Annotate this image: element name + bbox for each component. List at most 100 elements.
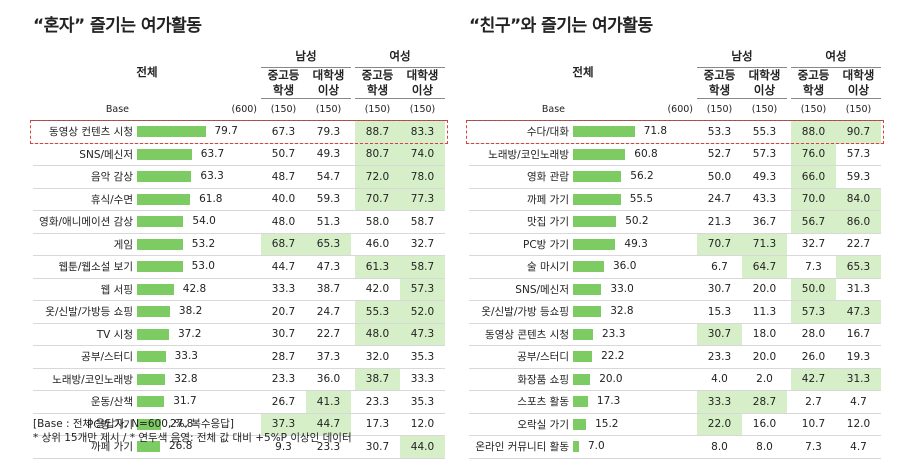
value-cell: 58.0: [355, 210, 400, 234]
total-value-label: 22.2: [601, 350, 625, 362]
total-bar: [573, 126, 635, 137]
total-bar: [137, 373, 166, 385]
total-bar: [137, 193, 191, 205]
table-row: 동영상 컨텐츠 시청 79.7 67.3 79.3 88.7 83.3: [33, 120, 445, 144]
value-cell: 17.3: [355, 413, 400, 436]
base-sub: (150): [836, 98, 881, 121]
value-cell: 55.3: [742, 120, 787, 144]
total-value-label: 38.2: [178, 305, 203, 317]
value-cell: 50.0: [791, 278, 836, 301]
total-value-label: 33.3: [174, 350, 198, 362]
value-cell: 6.7: [697, 255, 742, 279]
row-label: PC방 가기: [33, 413, 137, 436]
value-cell: 23.3: [261, 368, 306, 391]
total-value-label: 42.8: [182, 282, 207, 295]
table-row: PC방 가기 49.3 70.7 71.3 32.7 22.7: [469, 233, 881, 256]
column-gap: [787, 390, 791, 414]
value-cell: 55.3: [355, 300, 400, 324]
row-label: 맛집 가기: [469, 210, 573, 234]
table-row: 웹툰/웹소설 보기 53.0 44.7 47.3 61.3 58.7: [33, 255, 445, 279]
table-row: 옷/신발/가방 등쇼핑 32.8 15.3 11.3 57.3 47.3: [469, 300, 881, 324]
value-cell: 52.7: [697, 143, 742, 166]
value-cell: 50.0: [697, 165, 742, 189]
column-gap: [351, 323, 355, 346]
table-row: PC방 가기 27.8 37.3 44.7 17.3 12.0: [33, 413, 445, 436]
total-bar: [573, 351, 593, 362]
column-gap: [351, 390, 355, 414]
value-cell: 32.0: [355, 345, 400, 369]
total-value-label: 71.8: [643, 125, 668, 137]
row-label: SNS/메신저: [469, 278, 573, 301]
column-gap: [787, 368, 791, 391]
total-bar-cell: 42.8: [137, 278, 261, 301]
total-bar-cell: 33.3: [137, 345, 261, 369]
value-cell: 30.7: [261, 323, 306, 346]
row-label: 노래방/코인노래방: [469, 143, 573, 166]
table-row: 휴식/수면 61.8 40.0 59.3 70.7 77.3: [33, 188, 445, 211]
value-cell: 22.7: [836, 233, 881, 256]
row-label: 영화 관람: [469, 165, 573, 189]
value-cell: 48.0: [261, 210, 306, 234]
value-cell: 77.3: [400, 188, 445, 211]
value-cell: 28.7: [261, 345, 306, 369]
total-value-label: 32.8: [174, 372, 198, 385]
value-cell: 44.7: [306, 413, 351, 436]
total-bar: [137, 171, 192, 182]
value-cell: 30.7: [697, 323, 742, 346]
value-cell: 52.0: [400, 300, 445, 324]
table-row: 공부/스터디 33.3 28.7 37.3 32.0 35.3: [33, 345, 445, 369]
value-cell: 23.3: [355, 390, 400, 414]
value-cell: 74.0: [400, 143, 445, 166]
total-bar: [137, 396, 165, 407]
value-cell: 88.0: [791, 120, 836, 144]
value-cell: 20.7: [261, 300, 306, 324]
base-note: [Base : 전체 응답자, N=600, %, 복수응답]: [33, 418, 234, 430]
right-panel-title: “친구”와 즐기는 여가활동: [469, 16, 653, 36]
value-cell: 84.0: [836, 188, 881, 211]
total-bar-cell: 61.8: [137, 188, 261, 211]
total-bar-cell: 32.8: [137, 368, 261, 391]
column-gap: [351, 233, 355, 256]
value-cell: 35.3: [400, 390, 445, 414]
table-row: 노래방/코인노래방 32.8 23.3 36.0 38.7 33.3: [33, 368, 445, 391]
value-cell: 86.0: [836, 210, 881, 234]
value-cell: 23.3: [697, 345, 742, 369]
value-cell: 64.7: [742, 255, 787, 279]
value-cell: 72.0: [355, 165, 400, 189]
table-row: SNS/메신저 63.7 50.7 49.3 80.7 74.0: [33, 143, 445, 166]
total-value-label: 20.0: [599, 372, 623, 385]
total-bar-cell: 49.3: [573, 233, 697, 256]
value-cell: 4.0: [697, 368, 742, 391]
total-value-label: 56.2: [630, 170, 654, 182]
value-cell: 37.3: [261, 413, 306, 436]
base-total: (600): [573, 98, 697, 121]
value-cell: 16.0: [742, 413, 787, 436]
total-bar-cell: 55.5: [573, 188, 697, 211]
row-label: 운동/산책: [33, 390, 137, 414]
column-gap: [351, 143, 355, 166]
value-cell: 67.3: [261, 120, 306, 144]
total-bar-cell: 54.0: [137, 210, 261, 234]
value-cell: 33.3: [400, 368, 445, 391]
value-cell: 53.3: [697, 120, 742, 144]
total-bar: [573, 373, 591, 385]
column-gap: [787, 210, 791, 234]
total-bar: [573, 283, 602, 295]
total-value-label: 49.3: [624, 237, 648, 250]
total-bar: [137, 216, 184, 227]
subgroup-header: 중고등 학생: [355, 67, 400, 99]
row-label: TV 시청: [33, 323, 137, 346]
row-label: 화장품 쇼핑: [469, 368, 573, 391]
total-bar: [137, 148, 192, 160]
total-bar: [137, 328, 169, 340]
total-value-label: 27.8: [169, 417, 194, 430]
value-cell: 18.0: [742, 323, 787, 346]
total-value-label: 79.7: [214, 125, 238, 137]
value-cell: 48.7: [261, 165, 306, 189]
value-cell: 24.7: [306, 300, 351, 324]
value-cell: 79.3: [306, 120, 351, 144]
value-cell: 48.0: [355, 323, 400, 346]
value-cell: 16.7: [836, 323, 881, 346]
total-value-label: 63.3: [200, 170, 224, 182]
total-bar: [137, 418, 161, 430]
